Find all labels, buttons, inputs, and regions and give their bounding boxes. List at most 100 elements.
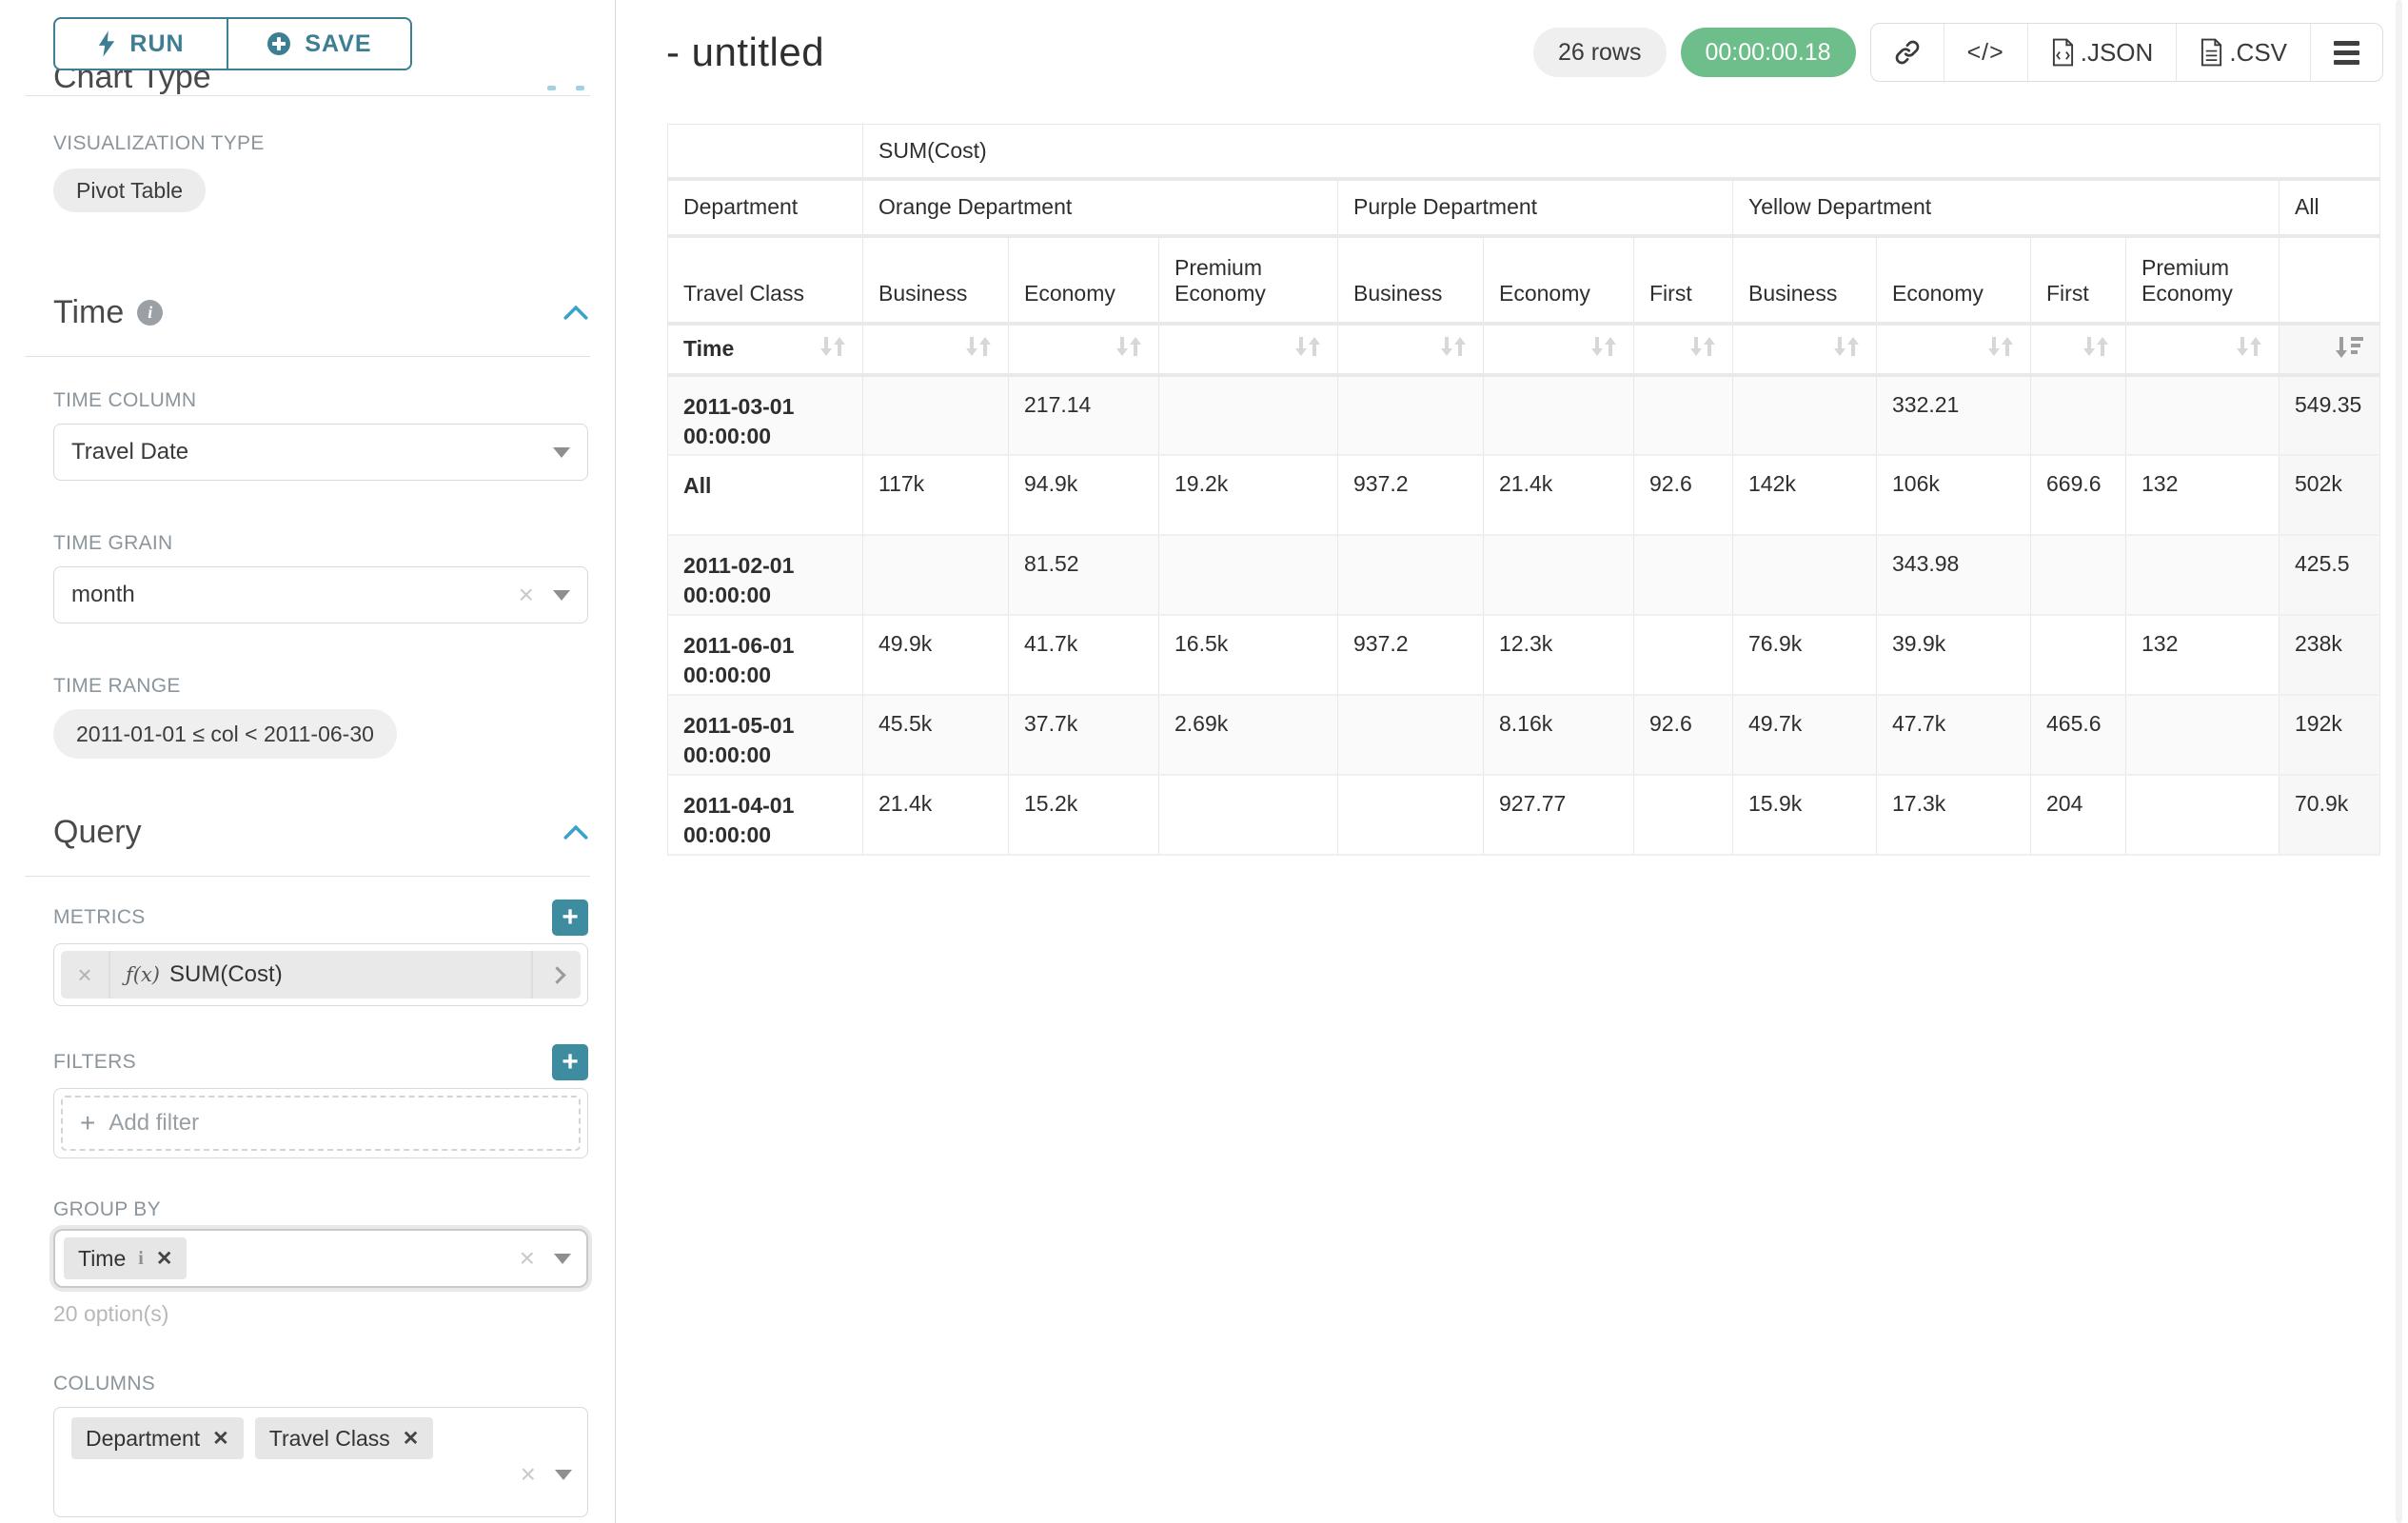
- value-cell: 465.6: [2030, 694, 2126, 776]
- clear-icon[interactable]: ×: [518, 580, 534, 609]
- export-csv-label: .CSV: [2229, 37, 2287, 67]
- value-cell: [1633, 774, 1733, 856]
- sort-icon: [819, 334, 847, 365]
- value-cell: 332.21: [1876, 374, 2031, 456]
- sort-cell[interactable]: [2125, 323, 2280, 377]
- export-json-button[interactable]: .JSON: [2028, 24, 2178, 81]
- sort-cell[interactable]: [2030, 323, 2126, 377]
- control-panel: Chart Type RUN SAVE VISUALIZATION TYPE P…: [0, 0, 616, 1523]
- section-divider: [25, 876, 590, 877]
- tag-label: Department: [86, 1425, 201, 1451]
- time-grain-select[interactable]: month ×: [53, 566, 588, 623]
- collapse-chevron-icon[interactable]: [563, 825, 588, 840]
- value-cell: 142k: [1732, 454, 1877, 536]
- group-by-label: GROUP BY: [53, 1198, 161, 1220]
- travel-class-header: First: [1633, 235, 1733, 326]
- info-icon: i: [138, 1247, 144, 1269]
- sort-desc-cell[interactable]: [2278, 323, 2381, 377]
- time-sort-header[interactable]: Time: [667, 323, 863, 377]
- sort-cell[interactable]: [1732, 323, 1877, 377]
- collapse-chevron-icon[interactable]: [563, 306, 588, 320]
- add-filter-button[interactable]: +: [552, 1044, 588, 1080]
- value-cell: [2125, 774, 2280, 856]
- sort-cell[interactable]: [1008, 323, 1159, 377]
- add-metric-button[interactable]: +: [552, 900, 588, 936]
- metric-header: SUM(Cost): [861, 124, 2381, 181]
- value-cell: [2125, 694, 2280, 776]
- sort-icon: [1688, 334, 1717, 365]
- code-icon: </>: [1966, 38, 2004, 66]
- time-column-label: TIME COLUMN: [53, 389, 197, 411]
- value-cell: 12.3k: [1483, 614, 1634, 696]
- share-link-button[interactable]: [1871, 24, 1944, 81]
- row-label: 2011-02-01 00:00:00: [667, 534, 863, 616]
- view-query-button[interactable]: </>: [1944, 24, 2028, 81]
- remove-metric-icon[interactable]: ×: [61, 951, 110, 999]
- filters-label: FILTERS: [53, 1051, 136, 1073]
- travel-class-header: First: [2030, 235, 2126, 326]
- add-filter-dropzone[interactable]: + Add filter: [61, 1096, 581, 1151]
- expand-metric-icon[interactable]: [531, 951, 581, 999]
- value-cell: 117k: [862, 454, 1009, 536]
- sort-cell[interactable]: [1483, 323, 1634, 377]
- columns-tag[interactable]: Travel Class ✕: [254, 1417, 434, 1459]
- function-icon: ƒ(x): [126, 963, 161, 986]
- chart-title[interactable]: - untitled: [666, 30, 825, 74]
- value-cell: 15.2k: [1008, 774, 1159, 856]
- group-by-tag[interactable]: Time i ✕: [64, 1237, 188, 1279]
- columns-tag[interactable]: Department ✕: [71, 1417, 244, 1459]
- query-timer-badge: 00:00:00.18: [1680, 28, 1856, 77]
- chevron-down-icon: [553, 446, 570, 458]
- time-column-select[interactable]: Travel Date: [53, 424, 588, 481]
- value-cell: [2125, 534, 2280, 616]
- time-section-header: Time i: [53, 294, 588, 331]
- value-cell: 92.6: [1633, 694, 1733, 776]
- time-column-value: Travel Date: [71, 439, 189, 465]
- remove-tag-icon[interactable]: ✕: [155, 1247, 173, 1270]
- remove-tag-icon[interactable]: ✕: [212, 1427, 229, 1450]
- sort-cell[interactable]: [1337, 323, 1484, 377]
- clear-icon[interactable]: ×: [520, 1459, 536, 1489]
- tag-label: Travel Class: [268, 1425, 390, 1451]
- time-range-value[interactable]: 2011-01-01 ≤ col < 2011-06-30: [53, 709, 397, 759]
- sort-icon: [1589, 334, 1618, 365]
- travel-class-header: Business: [1732, 235, 1877, 326]
- value-cell: [1483, 534, 1634, 616]
- department-group-header: Purple Department: [1337, 178, 1733, 238]
- value-cell: 39.9k: [1876, 614, 2031, 696]
- department-group-header: Orange Department: [862, 178, 1338, 238]
- value-cell: 937.2: [1337, 614, 1484, 696]
- sort-cell[interactable]: [1158, 323, 1338, 377]
- group-by-select[interactable]: Time i ✕ ×: [53, 1229, 588, 1288]
- time-grain-label: TIME GRAIN: [53, 532, 173, 554]
- sort-icon: [2082, 334, 2110, 365]
- travel-class-header: Economy: [1483, 235, 1634, 326]
- visualization-type-value[interactable]: Pivot Table: [53, 168, 207, 212]
- metric-item[interactable]: × ƒ(x) SUM(Cost): [61, 951, 581, 999]
- menu-button[interactable]: [2311, 24, 2382, 81]
- value-cell: 669.6: [2030, 454, 2126, 536]
- chevron-up-icon: [576, 86, 584, 90]
- scrollbar[interactable]: [2396, 0, 2402, 1523]
- value-cell: 21.4k: [1483, 454, 1634, 536]
- export-csv-button[interactable]: .CSV: [2177, 24, 2311, 81]
- time-grain-value: month: [71, 582, 135, 607]
- value-cell: [1633, 374, 1733, 456]
- value-cell: 937.2: [1337, 454, 1484, 536]
- travel-class-corner-label: Travel Class: [667, 235, 863, 326]
- sort-cell[interactable]: [1633, 323, 1733, 377]
- run-button[interactable]: RUN: [53, 17, 227, 70]
- save-button[interactable]: SAVE: [227, 17, 412, 70]
- row-count-badge: 26 rows: [1532, 28, 1667, 77]
- travel-class-header: [2278, 235, 2381, 326]
- clear-icon[interactable]: ×: [519, 1243, 535, 1273]
- columns-select[interactable]: Department ✕ Travel Class ✕ ×: [53, 1407, 588, 1517]
- sort-cell[interactable]: [1876, 323, 2031, 377]
- row-label: 2011-06-01 00:00:00: [667, 614, 863, 696]
- remove-tag-icon[interactable]: ✕: [402, 1427, 420, 1450]
- sort-cell[interactable]: [862, 323, 1009, 377]
- value-cell: 132: [2125, 454, 2280, 536]
- sort-icon: [964, 334, 993, 365]
- section-divider: [25, 95, 590, 96]
- time-range-label: TIME RANGE: [53, 675, 181, 697]
